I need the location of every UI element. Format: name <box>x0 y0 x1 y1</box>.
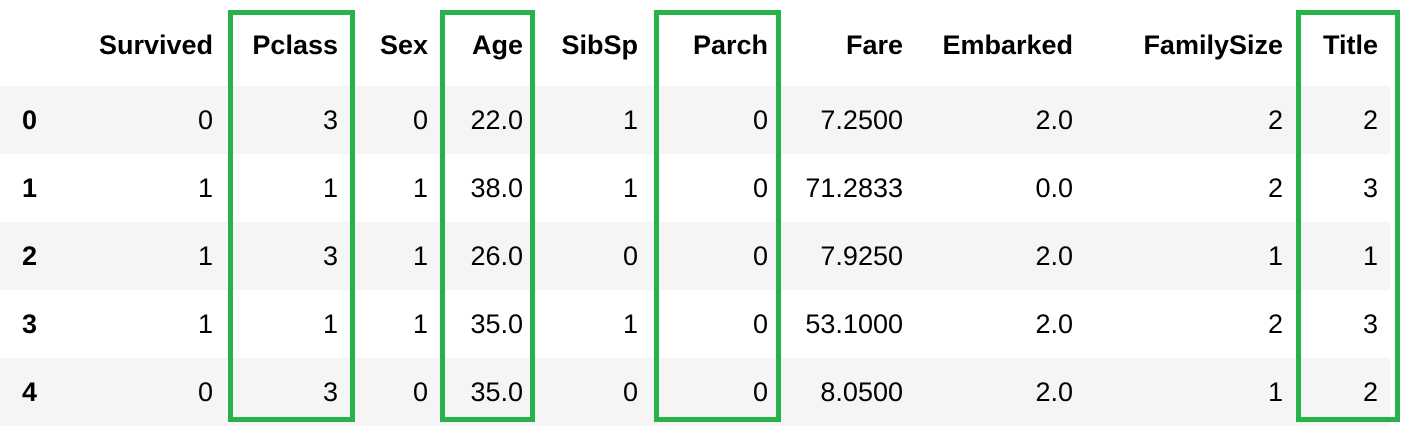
table-cell: 3 <box>1362 172 1378 203</box>
header-embarked: Embarked <box>942 29 1073 60</box>
header-title: Title <box>1322 29 1378 60</box>
header-familysize: FamilySize <box>1143 29 1283 60</box>
table-cell: 0 <box>197 376 213 407</box>
table-cell: 0 <box>622 240 638 271</box>
table-cell: 0 <box>752 104 768 135</box>
table-cell: 0 <box>752 308 768 339</box>
table-cell: 1 <box>1267 376 1283 407</box>
table-cell: 3 <box>322 376 338 407</box>
table-cell: 1 <box>1362 240 1378 271</box>
table-cell: 35.0 <box>470 376 523 407</box>
table-cell: 2 <box>1267 104 1283 135</box>
table-cell: 0 <box>752 240 768 271</box>
table-row: 3 1 1 1 35.0 1 0 53.1000 2.0 2 3 <box>0 290 1390 358</box>
table-cell: 0 <box>622 376 638 407</box>
table-cell: 1 <box>322 308 338 339</box>
table-cell: 1 <box>622 172 638 203</box>
row-index: 1 <box>22 172 38 203</box>
table-row: 4 0 3 0 35.0 0 0 8.0500 2.0 1 2 <box>0 358 1390 426</box>
table-cell: 2.0 <box>1035 376 1073 407</box>
table-row: 0 0 3 0 22.0 1 0 7.2500 2.0 2 2 <box>0 86 1390 154</box>
row-index: 4 <box>22 376 38 407</box>
table-cell: 0.0 <box>1035 172 1073 203</box>
table-cell: 8.0500 <box>820 376 903 407</box>
header-parch: Parch <box>692 29 768 60</box>
header-row: Survived Pclass Sex Age SibSp Parch Fare… <box>0 0 1390 86</box>
table-cell: 35.0 <box>470 308 523 339</box>
table-cell: 0 <box>752 172 768 203</box>
table-cell: 2 <box>1362 104 1378 135</box>
row-index: 3 <box>22 308 38 339</box>
table-cell: 0 <box>197 104 213 135</box>
table-cell: 0 <box>752 376 768 407</box>
header-fare: Fare <box>845 29 903 60</box>
table-cell: 53.1000 <box>805 308 903 339</box>
header-sibsp: SibSp <box>561 29 638 60</box>
header-age: Age <box>471 29 523 60</box>
table-cell: 2 <box>1362 376 1378 407</box>
table-row: 1 1 1 1 38.0 1 0 71.2833 0.0 2 3 <box>0 154 1390 222</box>
table-cell: 0 <box>412 376 428 407</box>
table-cell: 2.0 <box>1035 240 1073 271</box>
table-cell: 1 <box>412 240 428 271</box>
table-cell: 1 <box>622 104 638 135</box>
table-cell: 38.0 <box>470 172 523 203</box>
table-cell: 1 <box>622 308 638 339</box>
header-index <box>0 0 60 86</box>
table-cell: 1 <box>322 172 338 203</box>
table-cell: 0 <box>412 104 428 135</box>
table-cell: 7.9250 <box>820 240 903 271</box>
table-cell: 7.2500 <box>820 104 903 135</box>
table-row: 2 1 3 1 26.0 0 0 7.9250 2.0 1 1 <box>0 222 1390 290</box>
table-cell: 2 <box>1267 308 1283 339</box>
table-cell: 26.0 <box>470 240 523 271</box>
table-cell: 1 <box>197 172 213 203</box>
table-cell: 1 <box>197 240 213 271</box>
header-sex: Sex <box>379 29 428 60</box>
table-cell: 1 <box>412 172 428 203</box>
table-cell: 2.0 <box>1035 104 1073 135</box>
table-cell: 3 <box>1362 308 1378 339</box>
header-pclass: Pclass <box>252 29 338 60</box>
table-cell: 3 <box>322 104 338 135</box>
header-survived: Survived <box>98 29 213 60</box>
table-cell: 3 <box>322 240 338 271</box>
table-cell: 22.0 <box>470 104 523 135</box>
table-cell: 2 <box>1267 172 1283 203</box>
table-cell: 1 <box>197 308 213 339</box>
table-cell: 2.0 <box>1035 308 1073 339</box>
table-cell: 71.2833 <box>805 172 903 203</box>
table-cell: 1 <box>412 308 428 339</box>
dataframe-table: Survived Pclass Sex Age SibSp Parch Fare… <box>0 0 1390 426</box>
row-index: 0 <box>22 104 38 135</box>
table-cell: 1 <box>1267 240 1283 271</box>
row-index: 2 <box>22 240 38 271</box>
